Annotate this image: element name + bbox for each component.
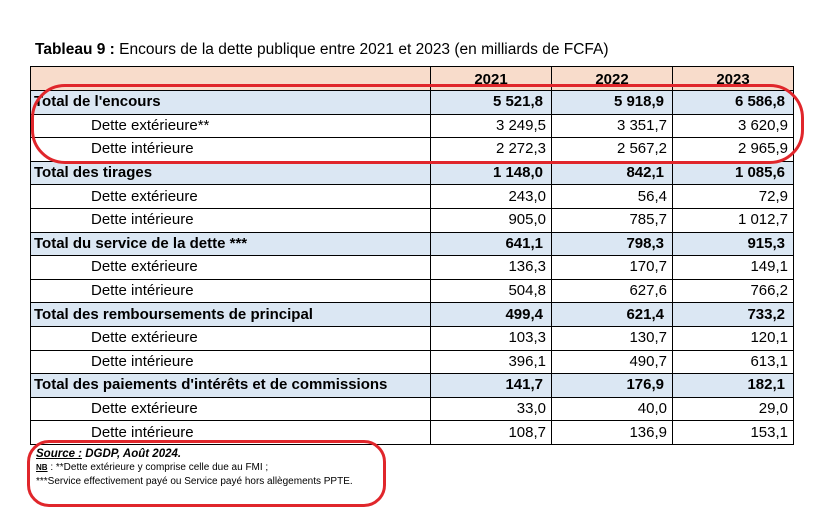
source-text: DGDP, Août 2024. [82, 448, 182, 460]
value-2022: 3 351,7 [551, 113, 673, 139]
row-label: Total du service de la dette *** [30, 231, 431, 257]
table-sub-row: Dette extérieure** 3 249,5 3 351,7 3 620,9 [30, 113, 794, 139]
value-2022: 627,6 [551, 278, 673, 304]
row-label: Total des remboursements de principal [30, 302, 431, 327]
row-label: Dette extérieure** [30, 113, 431, 139]
value-2022: 842,1 [551, 160, 673, 186]
service-note: ***Service effectivement payé ou Service… [36, 476, 353, 487]
row-label: Dette intérieure [30, 137, 431, 162]
value-2023: 2 965,9 [672, 137, 794, 162]
value-2021: 905,0 [430, 207, 552, 233]
table-total-row: Total des tirages 1 148,0 842,1 1 085,6 [30, 160, 794, 186]
nb-text: : **Dette extérieure y comprise celle du… [47, 462, 269, 473]
value-2021: 136,3 [430, 255, 552, 280]
value-2021: 243,0 [430, 184, 552, 209]
row-label: Dette intérieure [30, 420, 431, 445]
table-sub-row: Dette extérieure 103,3 130,7 120,1 [30, 325, 794, 351]
value-2022: 170,7 [551, 255, 673, 280]
value-2023: 915,3 [672, 231, 794, 257]
table-sub-row: Dette intérieure 396,1 490,7 613,1 [30, 349, 794, 375]
value-2023: 153,1 [672, 420, 794, 445]
row-label: Dette extérieure [30, 325, 431, 351]
table-body: Total de l'encours 5 521,8 5 918,9 6 586,8 D… [30, 90, 794, 445]
table-number: Tableau 9 : [35, 41, 115, 58]
value-2023: 1 012,7 [672, 207, 794, 233]
table-caption: Encours de la dette publique entre 2021 … [114, 41, 609, 58]
value-2023: 29,0 [672, 396, 794, 422]
value-2021: 499,4 [430, 302, 552, 327]
table-sub-row: Dette intérieure 108,7 136,9 153,1 [30, 420, 794, 445]
row-label: Total de l'encours [30, 90, 431, 115]
row-label: Dette intérieure [30, 207, 431, 233]
value-2021: 5 521,8 [430, 90, 552, 115]
table-sub-row: Dette intérieure 2 272,3 2 567,2 2 965,9 [30, 137, 794, 162]
value-2021: 108,7 [430, 420, 552, 445]
value-2021: 504,8 [430, 278, 552, 304]
value-2023: 3 620,9 [672, 113, 794, 139]
value-2023: 120,1 [672, 325, 794, 351]
value-2022: 785,7 [551, 207, 673, 233]
table-total-row: Total des paiements d'intérêts et de com… [30, 373, 794, 398]
nb-note: NB : **Dette extérieure y comprise celle… [36, 461, 353, 475]
source-label: Source : [36, 448, 83, 460]
value-2023: 72,9 [672, 184, 794, 209]
value-2023: 182,1 [672, 373, 794, 398]
value-2022: 40,0 [551, 396, 673, 422]
header-year-2023: 2023 [672, 66, 794, 91]
value-2022: 136,9 [551, 420, 673, 445]
value-2023: 733,2 [672, 302, 794, 327]
value-2022: 2 567,2 [551, 137, 673, 162]
debt-table: 2021 2022 2023 Total de l'encours 5 521,8… [30, 66, 794, 445]
row-label: Dette intérieure [30, 278, 431, 304]
value-2022: 56,4 [551, 184, 673, 209]
value-2021: 641,1 [430, 231, 552, 257]
value-2022: 798,3 [551, 231, 673, 257]
value-2022: 130,7 [551, 325, 673, 351]
value-2023: 1 085,6 [672, 160, 794, 186]
table-total-row: Total de l'encours 5 521,8 5 918,9 6 586,8 [30, 90, 794, 115]
table-sub-row: Dette intérieure 504,8 627,6 766,2 [30, 278, 794, 304]
header-year-2022: 2022 [551, 66, 673, 91]
value-2021: 141,7 [430, 373, 552, 398]
table-sub-row: Dette intérieure 905,0 785,7 1 012,7 [30, 207, 794, 233]
header-blank-cell [30, 66, 431, 91]
value-2021: 3 249,5 [430, 113, 552, 139]
table-header-row: 2021 2022 2023 [30, 66, 794, 91]
row-label: Dette extérieure [30, 396, 431, 422]
value-2021: 33,0 [430, 396, 552, 422]
value-2021: 2 272,3 [430, 137, 552, 162]
value-2022: 490,7 [551, 349, 673, 375]
table-total-row: Total des remboursements de principal 499… [30, 302, 794, 327]
value-2023: 6 586,8 [672, 90, 794, 115]
value-2022: 5 918,9 [551, 90, 673, 115]
table-sub-row: Dette extérieure 33,0 40,0 29,0 [30, 396, 794, 422]
value-2023: 613,1 [672, 349, 794, 375]
table-sub-row: Dette extérieure 243,0 56,4 72,9 [30, 184, 794, 209]
row-label: Dette intérieure [30, 349, 431, 375]
source-note: Source : DGDP, Août 2024. [36, 447, 353, 461]
value-2021: 396,1 [430, 349, 552, 375]
header-year-2021: 2021 [430, 66, 552, 91]
table-notes: Source : DGDP, Août 2024. NB : **Dette e… [36, 447, 353, 489]
value-2023: 766,2 [672, 278, 794, 304]
value-2021: 103,3 [430, 325, 552, 351]
table-title: Tableau 9 : Encours de la dette publique… [35, 41, 609, 59]
table-total-row: Total du service de la dette *** 641,1 798… [30, 231, 794, 257]
row-label: Dette extérieure [30, 255, 431, 280]
value-2022: 176,9 [551, 373, 673, 398]
row-label: Total des tirages [30, 160, 431, 186]
value-2022: 621,4 [551, 302, 673, 327]
table-sub-row: Dette extérieure 136,3 170,7 149,1 [30, 255, 794, 280]
row-label: Total des paiements d'intérêts et de com… [30, 373, 431, 398]
value-2023: 149,1 [672, 255, 794, 280]
row-label: Dette extérieure [30, 184, 431, 209]
value-2021: 1 148,0 [430, 160, 552, 186]
nb-label: NB [36, 463, 48, 472]
